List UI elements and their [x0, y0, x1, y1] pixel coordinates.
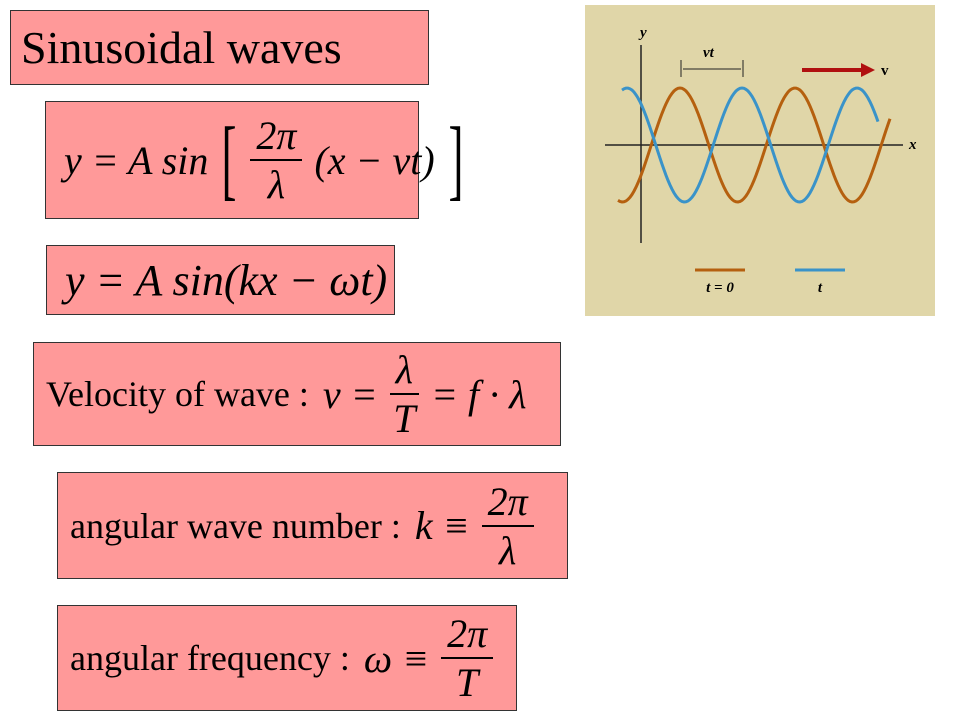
- numerator: λ: [389, 346, 419, 395]
- wave-figure: y x vt v t = 0 t: [585, 5, 935, 316]
- formula-lead: v =: [322, 371, 378, 417]
- denominator: λ: [498, 527, 517, 573]
- denominator: T: [393, 396, 416, 441]
- formula-label: Velocity of wave :: [46, 374, 309, 414]
- fraction: 2π λ: [250, 112, 303, 208]
- formula-lead: ω ≡: [363, 635, 430, 681]
- bracket: [: [221, 110, 237, 209]
- title: Sinusoidal waves: [10, 10, 429, 85]
- formula-box: angular wave number : k ≡ 2π λ: [57, 472, 568, 579]
- velocity-arrowhead: [861, 63, 875, 77]
- formula-box: angular frequency : ω ≡ 2π T: [57, 605, 517, 711]
- x-axis-label: x: [908, 137, 917, 153]
- denominator: T: [456, 660, 479, 705]
- formula-label: angular wave number :: [70, 505, 401, 546]
- formula-trail: = f · λ: [431, 371, 527, 417]
- numerator: 2π: [250, 112, 303, 161]
- formula-box: y = A sin(kx − ωt): [46, 245, 395, 315]
- fraction: 2π λ: [481, 478, 534, 574]
- formula-lead: y = A sin(kx − ωt): [65, 255, 388, 305]
- formula-lead: k ≡: [414, 503, 470, 548]
- denominator: λ: [267, 162, 286, 207]
- numerator: 2π: [481, 478, 534, 527]
- velocity-label: v: [881, 63, 889, 79]
- wave-t0: [617, 86, 892, 204]
- wave-t: [621, 86, 880, 204]
- formula-box: y = A sin [ 2π λ (x − vt) ]: [45, 101, 463, 219]
- fraction: 2π T: [441, 610, 494, 706]
- shift-label: vt: [703, 45, 715, 61]
- y-axis-label: y: [638, 25, 647, 41]
- formula-lead: y = A sin: [64, 137, 209, 183]
- formula-trail: (x − vt): [314, 137, 435, 183]
- formula-label: angular frequency :: [70, 638, 350, 678]
- legend-label: t = 0: [706, 280, 734, 296]
- bracket: ]: [448, 110, 464, 209]
- legend-label: t: [818, 280, 823, 296]
- numerator: 2π: [441, 610, 494, 659]
